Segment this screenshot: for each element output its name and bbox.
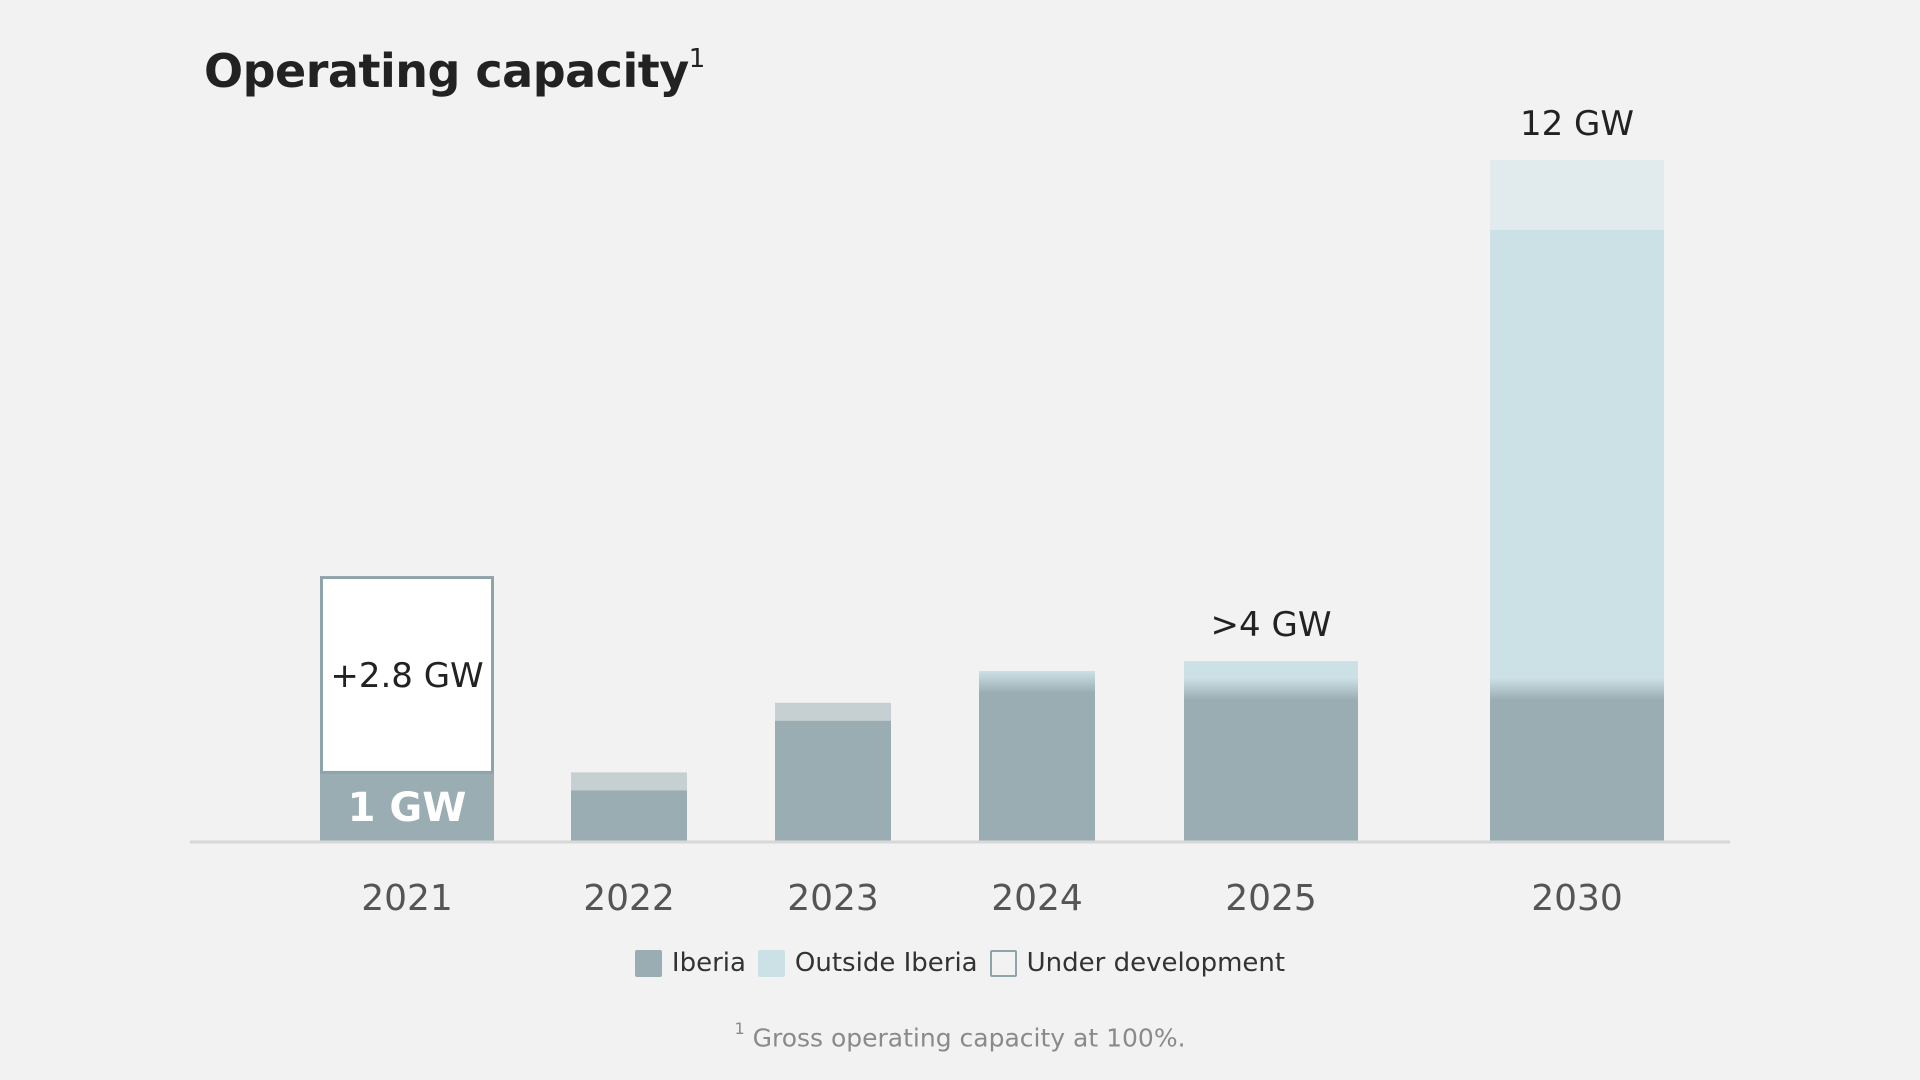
bar-outside-iberia-2030 bbox=[1490, 160, 1664, 689]
bar-blend-2025 bbox=[1184, 677, 1358, 700]
legend-swatch-outside-iberia bbox=[757, 949, 785, 977]
legend-swatch-under-development bbox=[989, 949, 1017, 977]
legend-label-outside-iberia: Outside Iberia bbox=[794, 948, 978, 978]
x-tick-label-2030: 2030 bbox=[1531, 878, 1623, 919]
bar-iberia-2025 bbox=[1184, 688, 1358, 842]
bars-group bbox=[320, 160, 1664, 842]
footnote: 1 Gross operating capacity at 100%. bbox=[0, 1019, 1920, 1053]
chart-canvas: 2021 1 GW +2.8 GW 2022 2023 2024 2025 >4 GW 2030… bbox=[190, 104, 1730, 919]
legend-swatch-iberia bbox=[634, 949, 662, 977]
x-tick-label-2024: 2024 bbox=[991, 878, 1083, 919]
x-tick-label-2021: 2021 bbox=[361, 878, 453, 919]
footnote-mark: 1 bbox=[734, 1019, 745, 1038]
data-label-2021-under-development: +2.8 GW bbox=[330, 656, 483, 696]
x-tick-label-2023: 2023 bbox=[787, 878, 879, 919]
bar-top-fade-2030 bbox=[1490, 160, 1664, 230]
chart-title: Operating capacity1 bbox=[204, 44, 705, 98]
data-label-2021-iberia: 1 GW bbox=[348, 785, 467, 831]
legend-item-under-development: Under development bbox=[989, 948, 1286, 978]
bar-iberia-2024 bbox=[979, 681, 1095, 842]
bar-under-development-2021 bbox=[320, 576, 494, 774]
footnote-text: Gross operating capacity at 100%. bbox=[752, 1023, 1186, 1053]
chart-title-text: Operating capacity bbox=[204, 44, 689, 98]
bar-blend-2024 bbox=[979, 670, 1095, 693]
data-label-2030-total: 12 GW bbox=[1520, 104, 1634, 144]
legend: Iberia Outside Iberia Under development bbox=[0, 948, 1920, 978]
legend-label-under-development: Under development bbox=[1026, 948, 1286, 978]
bar-iberia-2023 bbox=[775, 702, 891, 842]
labels-group: 2021 1 GW +2.8 GW 2022 2023 2024 2025 >4 GW 2030… bbox=[330, 104, 1634, 919]
x-tick-label-2025: 2025 bbox=[1225, 878, 1317, 919]
legend-label-iberia: Iberia bbox=[671, 948, 746, 978]
bar-iberia-2021 bbox=[320, 772, 494, 842]
data-label-2025-total: >4 GW bbox=[1211, 605, 1332, 645]
legend-item-iberia: Iberia bbox=[634, 948, 746, 978]
bar-top-fade-2022 bbox=[571, 768, 687, 791]
bar-top-fade-2023 bbox=[775, 698, 891, 721]
bar-iberia-2030 bbox=[1490, 688, 1664, 842]
x-tick-label-2022: 2022 bbox=[583, 878, 675, 919]
legend-item-outside-iberia: Outside Iberia bbox=[757, 948, 978, 978]
bar-blend-2030 bbox=[1490, 677, 1664, 700]
title-footnote-mark: 1 bbox=[688, 43, 706, 74]
